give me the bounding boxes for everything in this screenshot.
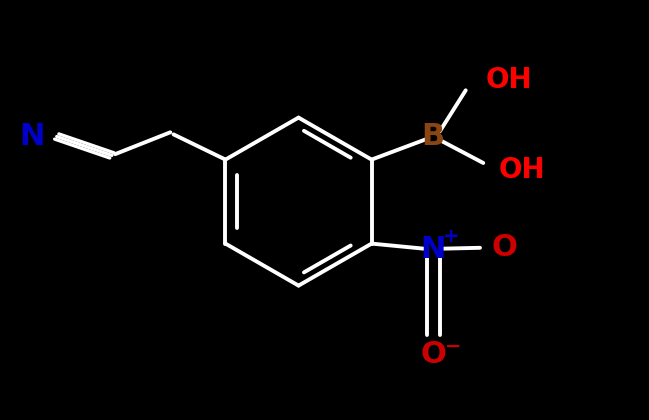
Text: −: −	[445, 337, 461, 356]
Text: O: O	[421, 340, 447, 370]
Text: N: N	[421, 235, 446, 265]
Text: B: B	[422, 122, 445, 151]
Text: +: +	[443, 227, 459, 246]
Text: OH: OH	[498, 156, 545, 184]
Text: OH: OH	[485, 66, 532, 94]
Text: O: O	[492, 233, 517, 262]
Text: N: N	[19, 122, 45, 151]
